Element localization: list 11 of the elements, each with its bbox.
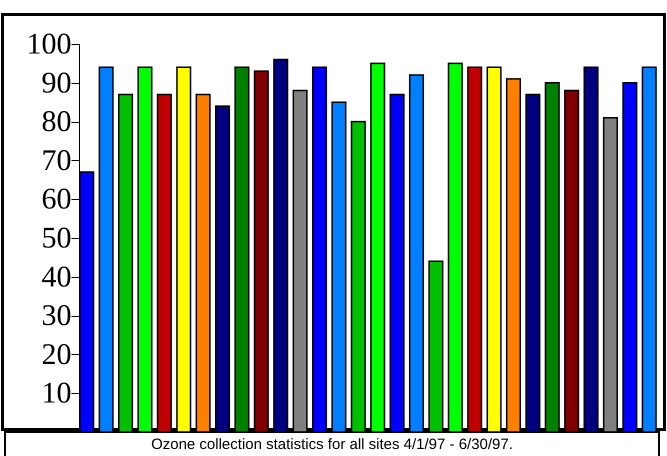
y-tick-label: 20: [42, 338, 72, 371]
y-tick-label: 10: [42, 376, 72, 410]
y-tick-label: 30: [42, 299, 72, 332]
y-tick-label: 80: [42, 105, 72, 138]
y-tick-label: 60: [42, 182, 72, 216]
y-tick-label: 90: [42, 66, 72, 100]
y-tick-label: 50: [42, 222, 72, 254]
y-tick-label: 70: [42, 144, 72, 177]
y-tick-label: 40: [42, 260, 72, 294]
text: Ozone collection statistics for all sites 4/1/97 - 6/30/97.: [4, 431, 660, 456]
y-tick-label: 100: [26, 28, 72, 60]
